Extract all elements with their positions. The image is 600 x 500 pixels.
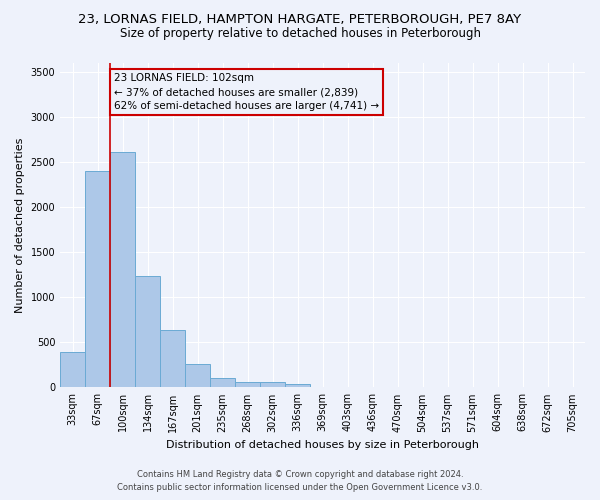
Bar: [285, 384, 310, 388]
Bar: [60, 352, 85, 388]
Bar: [210, 378, 235, 388]
Bar: [85, 171, 110, 388]
Text: Contains HM Land Registry data © Crown copyright and database right 2024.
Contai: Contains HM Land Registry data © Crown c…: [118, 470, 482, 492]
X-axis label: Distribution of detached houses by size in Peterborough: Distribution of detached houses by size …: [166, 440, 479, 450]
Text: 23 LORNAS FIELD: 102sqm
← 37% of detached houses are smaller (2,839)
62% of semi: 23 LORNAS FIELD: 102sqm ← 37% of detache…: [114, 74, 379, 112]
Bar: [135, 276, 160, 388]
Text: Size of property relative to detached houses in Peterborough: Size of property relative to detached ho…: [119, 28, 481, 40]
Bar: [260, 382, 285, 388]
Bar: [110, 152, 135, 388]
Y-axis label: Number of detached properties: Number of detached properties: [15, 138, 25, 312]
Text: 23, LORNAS FIELD, HAMPTON HARGATE, PETERBOROUGH, PE7 8AY: 23, LORNAS FIELD, HAMPTON HARGATE, PETER…: [79, 12, 521, 26]
Bar: [160, 330, 185, 388]
Bar: [235, 382, 260, 388]
Bar: [185, 364, 210, 388]
